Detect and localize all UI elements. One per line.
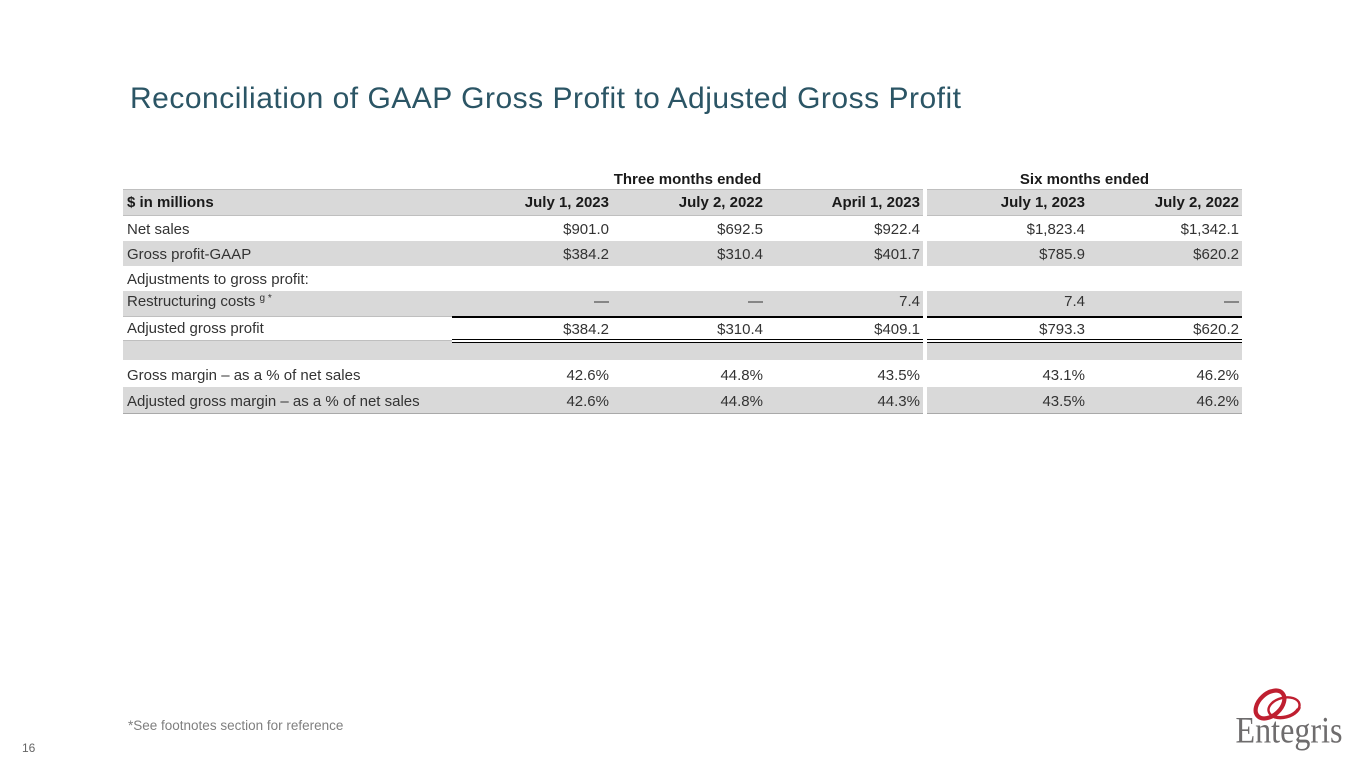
svg-text:Entegris: Entegris: [1236, 711, 1343, 752]
